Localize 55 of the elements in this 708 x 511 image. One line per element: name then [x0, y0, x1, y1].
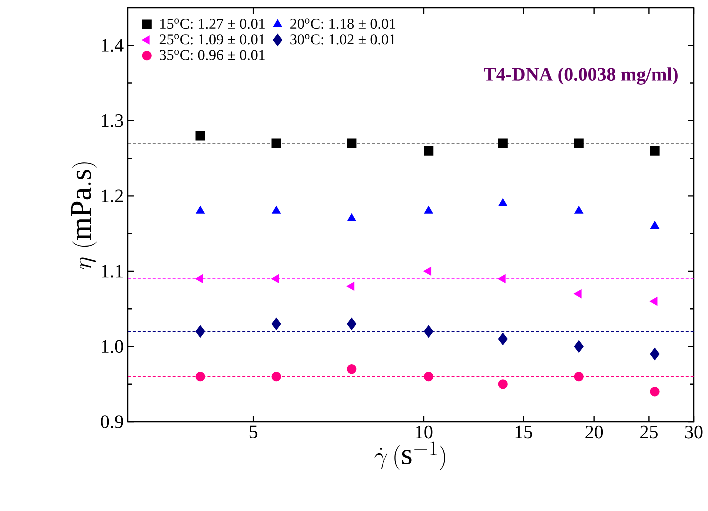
y-tick-label: 1.1: [102, 265, 123, 278]
point: [347, 138, 357, 148]
y-tick-label: 1.4: [102, 39, 124, 52]
point: [196, 372, 206, 382]
y-tick-label: 1.3: [102, 114, 124, 128]
y-axis-title: $\eta\ (\mathrm{mPa.s})$: [71, 162, 98, 270]
point: [498, 333, 508, 346]
x-axis-title: $\dot{\gamma}\,(\mathrm{s}^{-1})$: [374, 442, 446, 470]
point: [574, 138, 584, 148]
x-tick-label: 5: [250, 426, 258, 438]
annotation: T4-DNA (0.0038 mg/ml): [484, 68, 678, 85]
point: [272, 138, 282, 148]
legend-label: 25$^{o}$C: 1.09 ± 0.01: [160, 34, 265, 45]
point: [424, 267, 432, 276]
point: [196, 131, 206, 141]
point: [347, 318, 357, 330]
point: [650, 297, 658, 306]
legend-label: 35$^{o}$C: 0.96 ± 0.01: [160, 50, 265, 60]
point: [272, 318, 282, 330]
legend-label: 15$^{o}$C: 1.27 ± 0.01: [160, 18, 265, 30]
legend-label: 30$^{o}$C: 1.02 ± 0.01: [290, 34, 396, 45]
point: [574, 290, 582, 298]
point: [424, 326, 434, 338]
x-tick-label: 10: [416, 426, 433, 439]
point: [650, 221, 660, 229]
y-tick-label: 1.0: [102, 340, 124, 354]
point: [650, 146, 660, 156]
point: [498, 380, 508, 390]
point: [272, 274, 280, 284]
point: [650, 348, 660, 360]
point: [424, 372, 434, 382]
y-tick-label: 1.2: [102, 190, 124, 203]
point: [574, 340, 584, 353]
point: [650, 387, 660, 397]
point: [196, 326, 206, 338]
point: [498, 274, 506, 284]
point: [574, 372, 584, 382]
x-tick-label: 15: [516, 426, 532, 439]
point: [498, 198, 508, 206]
point: [196, 274, 204, 284]
point: [272, 372, 282, 382]
point: [424, 146, 434, 156]
y-tick-label: 0.9: [101, 416, 124, 428]
point: [348, 214, 356, 222]
point: [347, 282, 355, 291]
point: [424, 206, 434, 214]
legend-label: 20$^{o}$C: 1.18 ± 0.01: [290, 18, 396, 30]
point: [196, 206, 205, 214]
point: [272, 206, 281, 214]
x-tick-label: 30: [685, 426, 703, 439]
x-tick-label: 20: [586, 426, 604, 439]
x-tick-label: 25: [640, 426, 658, 439]
point: [498, 138, 508, 148]
point: [347, 364, 357, 374]
point: [574, 206, 584, 214]
